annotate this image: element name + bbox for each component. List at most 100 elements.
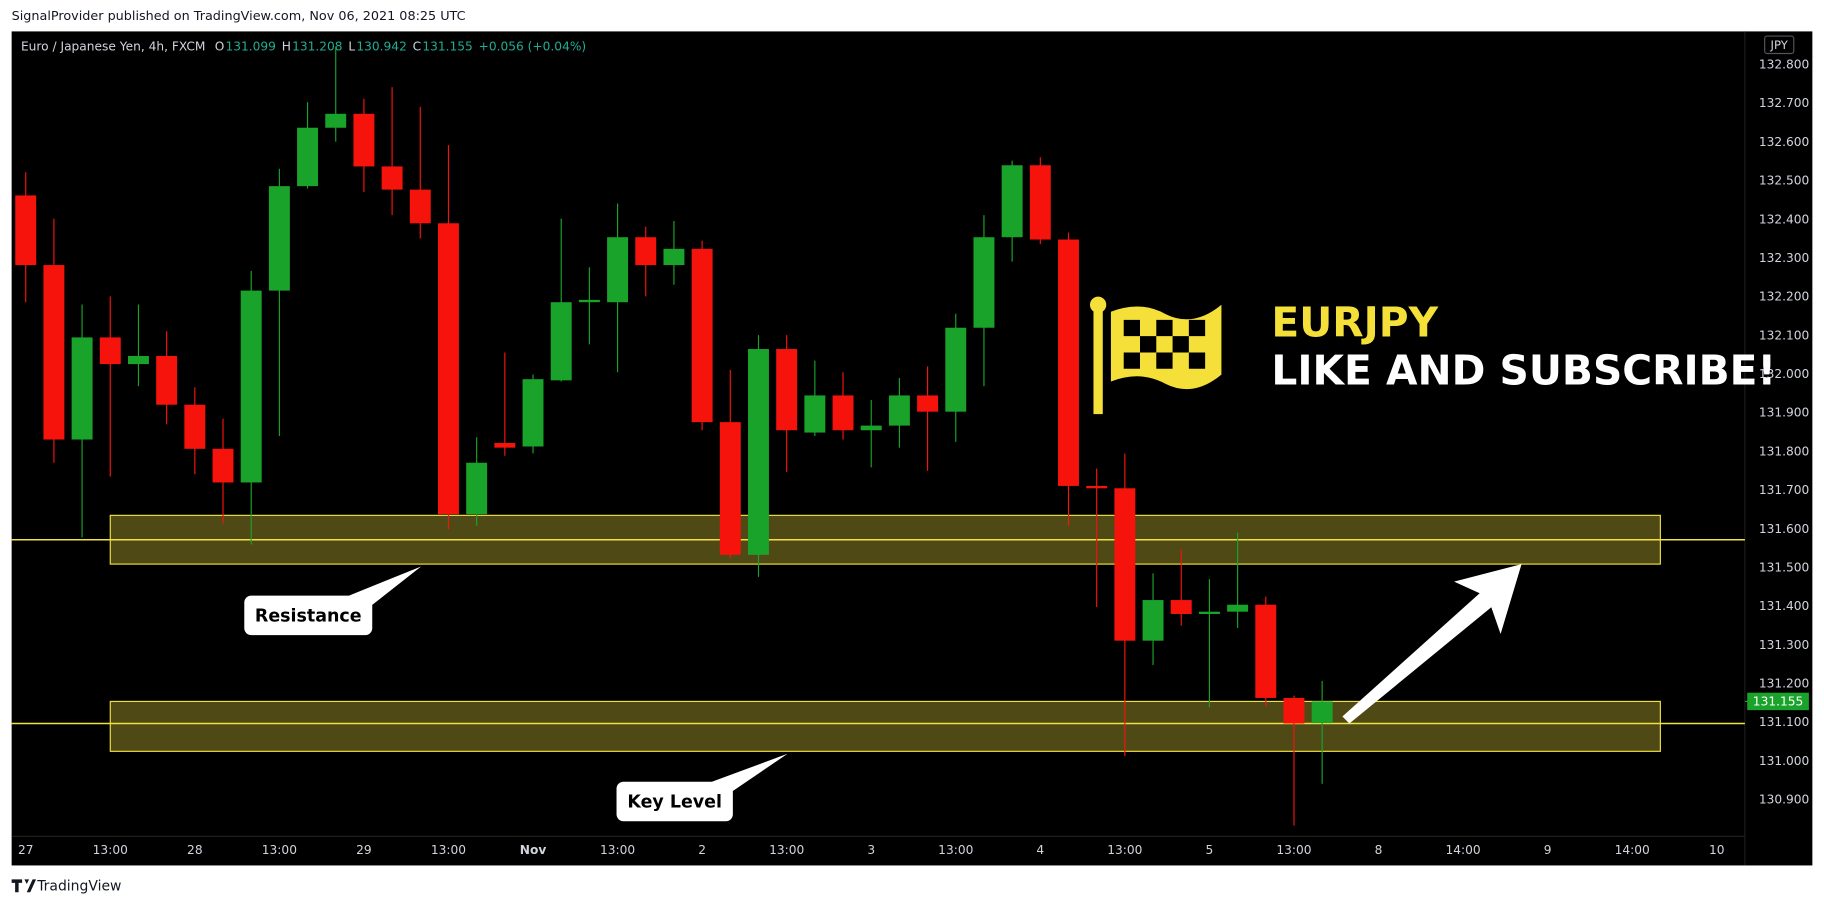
legend-item: +0.056 (+0.04%) xyxy=(479,39,587,53)
candle-body xyxy=(973,237,995,328)
x-tick-label: 3 xyxy=(867,843,875,857)
candle-body xyxy=(578,299,600,303)
x-tick-label: 27 xyxy=(18,843,34,857)
y-tick-label: 132.700 xyxy=(1759,96,1809,110)
candle-body xyxy=(1198,611,1220,614)
zone xyxy=(109,700,1661,752)
x-tick-label: Nov xyxy=(520,843,547,857)
candle-body xyxy=(1142,600,1164,641)
candle-body xyxy=(156,355,178,405)
x-tick-label: 13:00 xyxy=(938,843,973,857)
callout-label: Key Level xyxy=(627,793,722,813)
y-tick-label: 131.200 xyxy=(1759,677,1809,691)
y-tick-label: 132.300 xyxy=(1759,251,1809,265)
candle-body xyxy=(240,290,262,483)
legend-item: 131.099 xyxy=(225,39,275,53)
y-tick-label: 131.900 xyxy=(1759,406,1809,420)
candle-body xyxy=(550,302,572,381)
candle-body xyxy=(184,404,206,449)
candle-body xyxy=(1058,239,1079,486)
candle-body xyxy=(212,448,234,483)
candle-body xyxy=(691,248,713,423)
x-tick-label: 29 xyxy=(356,843,372,857)
x-tick-label: 10 xyxy=(1709,843,1725,857)
candle-body xyxy=(804,395,826,433)
y-tick-label: 131.600 xyxy=(1759,522,1809,536)
candle-body xyxy=(353,113,375,167)
y-tick-label: 131.400 xyxy=(1759,599,1809,613)
candle-body xyxy=(1227,604,1249,612)
candle-body xyxy=(325,113,347,128)
candle-body xyxy=(99,337,121,365)
candle-body xyxy=(522,379,544,447)
publish-info: SignalProvider published on TradingView.… xyxy=(12,9,466,24)
y-tick-label: 131.500 xyxy=(1759,560,1809,574)
y-tick-label: 132.600 xyxy=(1759,135,1809,149)
legend-item: C xyxy=(413,39,422,53)
footer-brand: TradingView xyxy=(36,878,121,894)
candle-body xyxy=(1001,165,1023,238)
candle-body xyxy=(607,237,629,303)
candle-body xyxy=(381,166,403,190)
candle-body xyxy=(1283,697,1305,724)
x-tick-label: 9 xyxy=(1544,843,1552,857)
callout-box xyxy=(244,595,373,636)
candle-body xyxy=(43,265,65,440)
y-tick-label: 131.000 xyxy=(1759,754,1809,768)
x-tick-label: 13:00 xyxy=(1276,843,1311,857)
x-tick-label: 5 xyxy=(1206,843,1214,857)
cta-annotation: LIKE AND SUBSCRIBE! xyxy=(1271,346,1776,394)
y-tick-label: 132.100 xyxy=(1759,328,1809,342)
y-tick-label: 132.400 xyxy=(1759,212,1809,226)
flag-icon xyxy=(1089,296,1222,415)
candle-body xyxy=(1311,701,1333,724)
candle-body xyxy=(466,462,488,515)
legend-item: 131.208 xyxy=(292,39,342,53)
candle-body xyxy=(268,186,290,291)
last-price-label: 131.155 xyxy=(1753,695,1803,709)
candle-body xyxy=(917,395,939,412)
candle-body xyxy=(1086,485,1108,489)
y-tick-label: 132.500 xyxy=(1759,174,1809,188)
candle-body xyxy=(1255,604,1277,698)
candle-body xyxy=(409,189,431,224)
candle-body xyxy=(127,355,149,365)
x-tick-label: 13:00 xyxy=(262,843,297,857)
candle-body xyxy=(663,248,685,266)
x-tick-label: 13:00 xyxy=(769,843,804,857)
x-tick-label: 13:00 xyxy=(93,843,128,857)
legend-item: L xyxy=(348,39,355,53)
target-arrow xyxy=(1342,564,1522,724)
legend-item: H xyxy=(282,39,291,53)
currency-box xyxy=(1764,35,1795,55)
callout xyxy=(348,566,422,605)
y-tick-label: 132.000 xyxy=(1759,367,1809,381)
tradingview-logo xyxy=(11,879,37,893)
plot: Euro / Japanese Yen, 4h, FXCM O131.099 H13… xyxy=(11,39,1809,857)
x-tick-label: 28 xyxy=(187,843,203,857)
callout xyxy=(711,753,788,792)
candle-body xyxy=(1029,165,1051,240)
x-tick-label: 13:00 xyxy=(431,843,466,857)
candle-body xyxy=(832,395,854,431)
y-tick-label: 131.100 xyxy=(1759,715,1809,729)
x-tick-label: 2 xyxy=(698,843,706,857)
callout-label: Resistance xyxy=(255,607,362,627)
candle-body xyxy=(438,223,459,515)
y-tick-label: 130.900 xyxy=(1759,793,1809,807)
symbol-annotation: EURJPY xyxy=(1271,299,1438,347)
legend-item: Euro / Japanese Yen, 4h, FXCM xyxy=(21,39,205,53)
candle-body xyxy=(860,425,882,431)
candle-body xyxy=(776,349,798,431)
candle-body xyxy=(297,127,319,187)
last-price-box xyxy=(1747,692,1809,711)
candle-body xyxy=(945,327,967,412)
x-tick-label: 14:00 xyxy=(1615,843,1650,857)
candle-body xyxy=(635,237,657,266)
x-tick-label: 13:00 xyxy=(1107,843,1142,857)
legend-item: 131.155 xyxy=(422,39,472,53)
y-tick-label: 131.300 xyxy=(1759,638,1809,652)
y-tick-label: 132.200 xyxy=(1759,290,1809,304)
candle-body xyxy=(1114,488,1136,641)
